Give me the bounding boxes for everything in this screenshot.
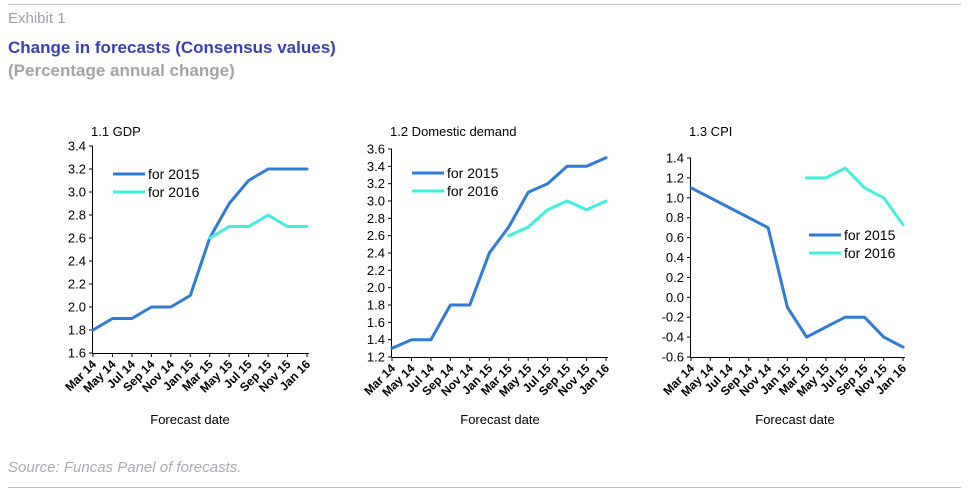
legend-label: for 2016 xyxy=(844,245,896,261)
page-title: Change in forecasts (Consensus values) xyxy=(8,38,336,57)
y-tick-label: 1.2 xyxy=(666,170,684,185)
chart-title: 1.1 GDP xyxy=(91,124,141,139)
y-tick-label: 3.2 xyxy=(68,162,86,177)
series-line-2016 xyxy=(507,199,608,238)
y-tick-label: 3.6 xyxy=(367,142,385,157)
y-tick-label: 1.4 xyxy=(367,332,385,347)
y-tick-label: 3.4 xyxy=(68,139,86,154)
y-tick-label: 0.0 xyxy=(666,290,684,305)
x-axis-label: Forecast date xyxy=(755,412,835,427)
y-tick-label: -0.6 xyxy=(662,350,684,365)
y-tick-label: 3.0 xyxy=(367,194,385,209)
y-tick-label: 1.8 xyxy=(367,298,385,313)
y-tick-label: 3.4 xyxy=(367,159,385,174)
top-rule xyxy=(8,4,961,5)
legend-label: for 2016 xyxy=(447,183,499,199)
y-tick-label: 3.2 xyxy=(367,176,385,191)
y-tick-label: 0.2 xyxy=(666,270,684,285)
y-tick-label: 1.6 xyxy=(68,346,86,361)
series-line-2015 xyxy=(390,156,608,350)
y-tick-label: 2.4 xyxy=(367,246,385,261)
legend-label: for 2015 xyxy=(447,165,499,181)
y-tick-label: 1.4 xyxy=(666,151,684,166)
series-line-2016 xyxy=(208,213,309,240)
y-tick-label: 0.8 xyxy=(666,210,684,225)
y-tick-label: 2.0 xyxy=(367,280,385,295)
x-axis-label: Forecast date xyxy=(460,412,540,427)
bottom-rule xyxy=(8,487,961,488)
page-subtitle: (Percentage annual change) xyxy=(8,61,235,80)
y-tick-label: 1.0 xyxy=(666,190,684,205)
y-tick-label: -0.4 xyxy=(662,330,684,345)
y-tick-label: 1.8 xyxy=(68,323,86,338)
y-tick-label: 2.0 xyxy=(68,300,86,315)
y-tick-label: 2.2 xyxy=(68,277,86,292)
y-tick-label: 0.4 xyxy=(666,250,684,265)
series-line-2016 xyxy=(805,166,905,227)
y-tick-label: 2.6 xyxy=(68,231,86,246)
legend-label: for 2015 xyxy=(844,227,896,243)
chart-title: 1.2 Domestic demand xyxy=(390,124,516,139)
legend-label: for 2015 xyxy=(148,166,200,182)
legend-label: for 2016 xyxy=(148,184,200,200)
series-line-2015 xyxy=(91,167,309,332)
y-tick-label: -0.2 xyxy=(662,310,684,325)
series-line-2015 xyxy=(689,186,905,349)
chart-title: 1.3 CPI xyxy=(689,124,732,139)
y-tick-label: 0.6 xyxy=(666,230,684,245)
source-note: Source: Funcas Panel of forecasts. xyxy=(8,459,242,476)
y-tick-label: 2.8 xyxy=(367,211,385,226)
y-tick-label: 1.6 xyxy=(367,315,385,330)
y-tick-label: 2.8 xyxy=(68,208,86,223)
y-tick-label: 3.0 xyxy=(68,185,86,200)
x-axis-label: Forecast date xyxy=(150,412,230,427)
y-tick-label: 2.4 xyxy=(68,254,86,269)
y-tick-label: 1.2 xyxy=(367,350,385,365)
exhibit-label: Exhibit 1 xyxy=(8,10,66,27)
y-tick-label: 2.2 xyxy=(367,263,385,278)
y-tick-label: 2.6 xyxy=(367,228,385,243)
